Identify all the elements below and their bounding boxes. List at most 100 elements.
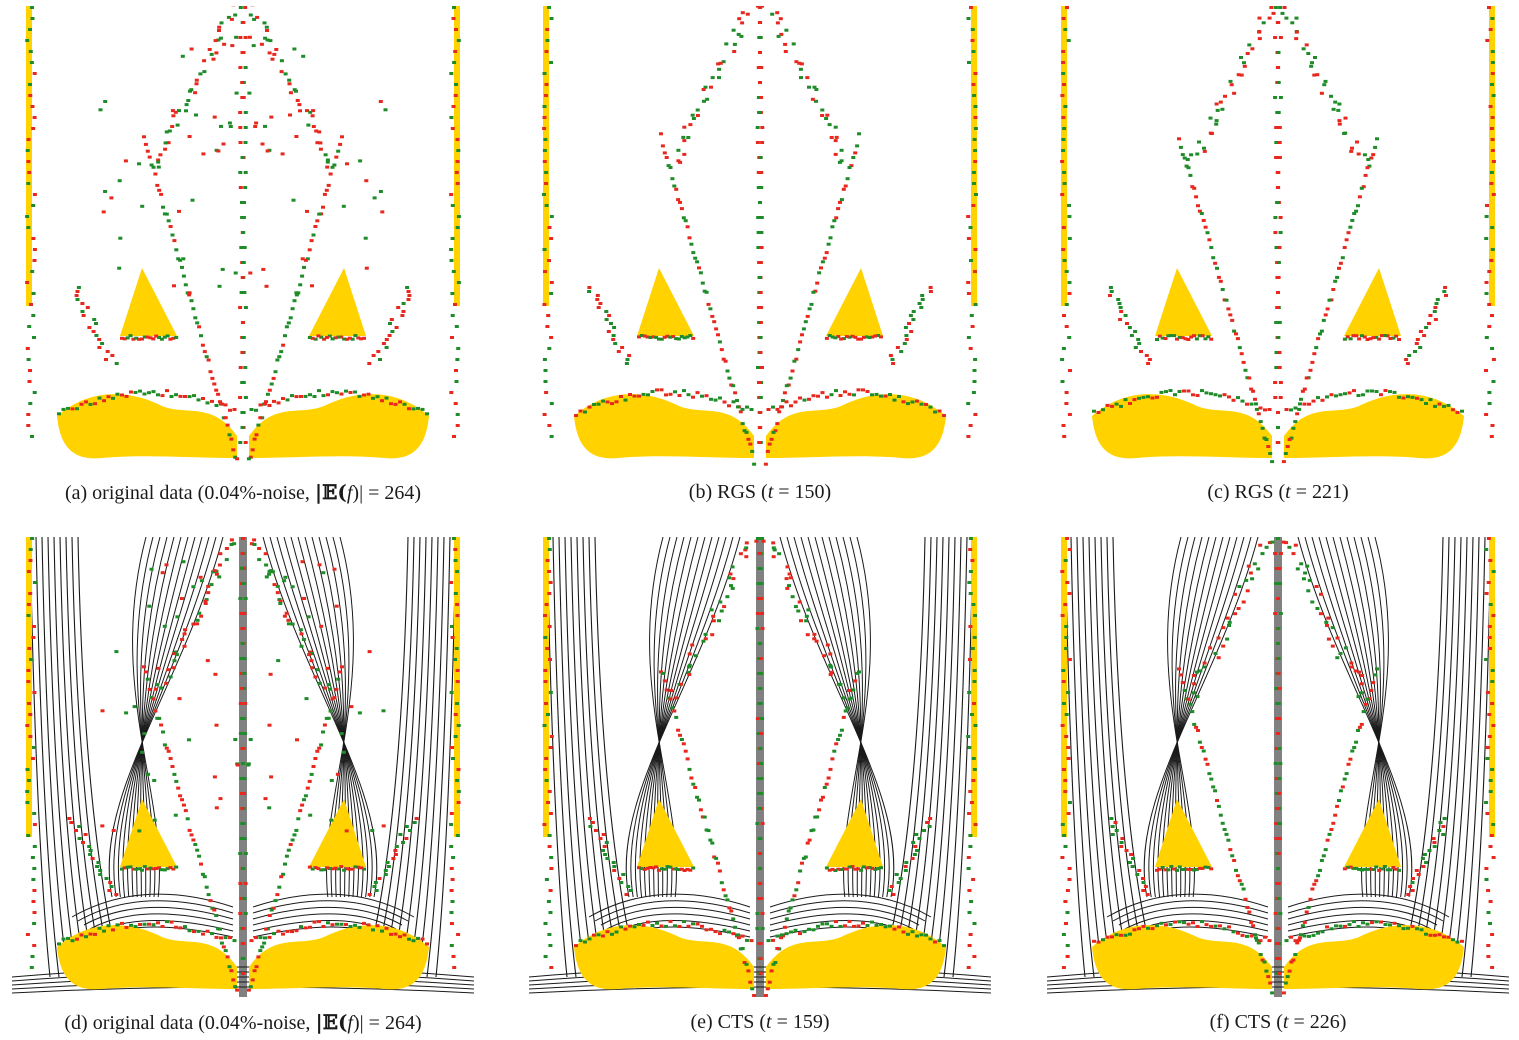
marker <box>305 109 309 113</box>
marker <box>303 394 308 398</box>
marker <box>114 650 119 654</box>
marker <box>1221 626 1226 630</box>
marker <box>1352 920 1356 924</box>
marker <box>299 632 304 636</box>
marker <box>1263 408 1267 412</box>
marker <box>614 400 619 404</box>
marker <box>1310 360 1315 364</box>
marker <box>187 293 192 297</box>
marker <box>1377 868 1382 872</box>
marker <box>1195 925 1200 928</box>
marker <box>1119 404 1123 408</box>
marker <box>1351 334 1356 338</box>
marker <box>159 868 164 872</box>
marker <box>700 394 704 398</box>
marker <box>1313 56 1317 59</box>
marker <box>1118 318 1123 321</box>
marker <box>1062 83 1066 86</box>
marker <box>1491 193 1496 196</box>
marker <box>1190 710 1195 714</box>
marker <box>349 705 354 709</box>
marker <box>853 335 858 339</box>
contour-line <box>1434 537 1468 978</box>
marker <box>401 302 406 305</box>
marker <box>1065 889 1070 892</box>
marker <box>456 801 461 804</box>
marker <box>710 76 715 80</box>
marker <box>312 920 317 924</box>
marker <box>1431 837 1436 840</box>
marker <box>164 746 169 750</box>
marker <box>165 920 169 924</box>
marker <box>824 336 829 340</box>
marker <box>760 126 765 129</box>
marker <box>400 314 405 317</box>
marker <box>620 346 625 349</box>
marker <box>915 849 919 852</box>
marker <box>253 125 258 128</box>
marker <box>542 724 547 727</box>
marker <box>1273 6 1278 9</box>
marker <box>804 614 809 618</box>
marker <box>453 402 458 405</box>
marker <box>617 877 622 880</box>
marker <box>1441 833 1446 836</box>
marker <box>339 865 344 869</box>
marker <box>1433 306 1438 309</box>
marker <box>1301 577 1306 581</box>
caption-d-var: f <box>347 1012 353 1034</box>
marker <box>1206 865 1211 869</box>
marker <box>1362 153 1367 157</box>
marker <box>853 867 858 871</box>
marker <box>851 156 856 159</box>
marker <box>1155 395 1159 399</box>
marker <box>177 209 181 213</box>
marker <box>1371 681 1376 685</box>
marker <box>1175 868 1179 872</box>
marker <box>914 833 919 836</box>
marker <box>1222 393 1227 397</box>
marker <box>1168 923 1173 926</box>
marker <box>80 310 85 313</box>
marker <box>687 652 692 656</box>
marker <box>583 940 587 944</box>
caption-f-value: 226 <box>1309 1011 1340 1033</box>
marker <box>548 581 553 584</box>
marker <box>1188 173 1193 177</box>
marker <box>547 537 552 540</box>
marker <box>867 336 872 339</box>
marker <box>102 399 106 403</box>
marker <box>1180 336 1185 340</box>
caption-a-close: )| = <box>352 482 385 504</box>
marker <box>238 366 243 369</box>
marker <box>147 688 152 691</box>
marker <box>711 619 716 623</box>
marker <box>1065 944 1070 947</box>
marker <box>1275 66 1280 69</box>
caption-e-suffix: ) <box>822 1011 830 1033</box>
marker <box>1397 924 1401 928</box>
yellow-edge-right <box>971 537 977 837</box>
marker <box>219 941 224 945</box>
marker <box>892 398 897 402</box>
marker <box>1267 16 1272 20</box>
marker <box>719 609 724 613</box>
marker <box>455 424 460 427</box>
marker <box>330 923 335 927</box>
marker <box>1214 102 1219 106</box>
marker <box>1247 910 1252 914</box>
marker <box>703 632 708 636</box>
caption-c-var: t <box>1285 481 1291 503</box>
marker <box>1061 347 1066 350</box>
marker <box>1275 111 1280 114</box>
marker <box>758 201 762 204</box>
marker <box>784 577 789 581</box>
marker <box>1182 689 1187 692</box>
marker <box>69 821 74 824</box>
marker-layer <box>25 6 461 461</box>
marker <box>1432 845 1437 848</box>
marker <box>843 924 847 928</box>
marker <box>174 393 178 397</box>
marker <box>1177 667 1181 671</box>
marker <box>913 845 918 848</box>
